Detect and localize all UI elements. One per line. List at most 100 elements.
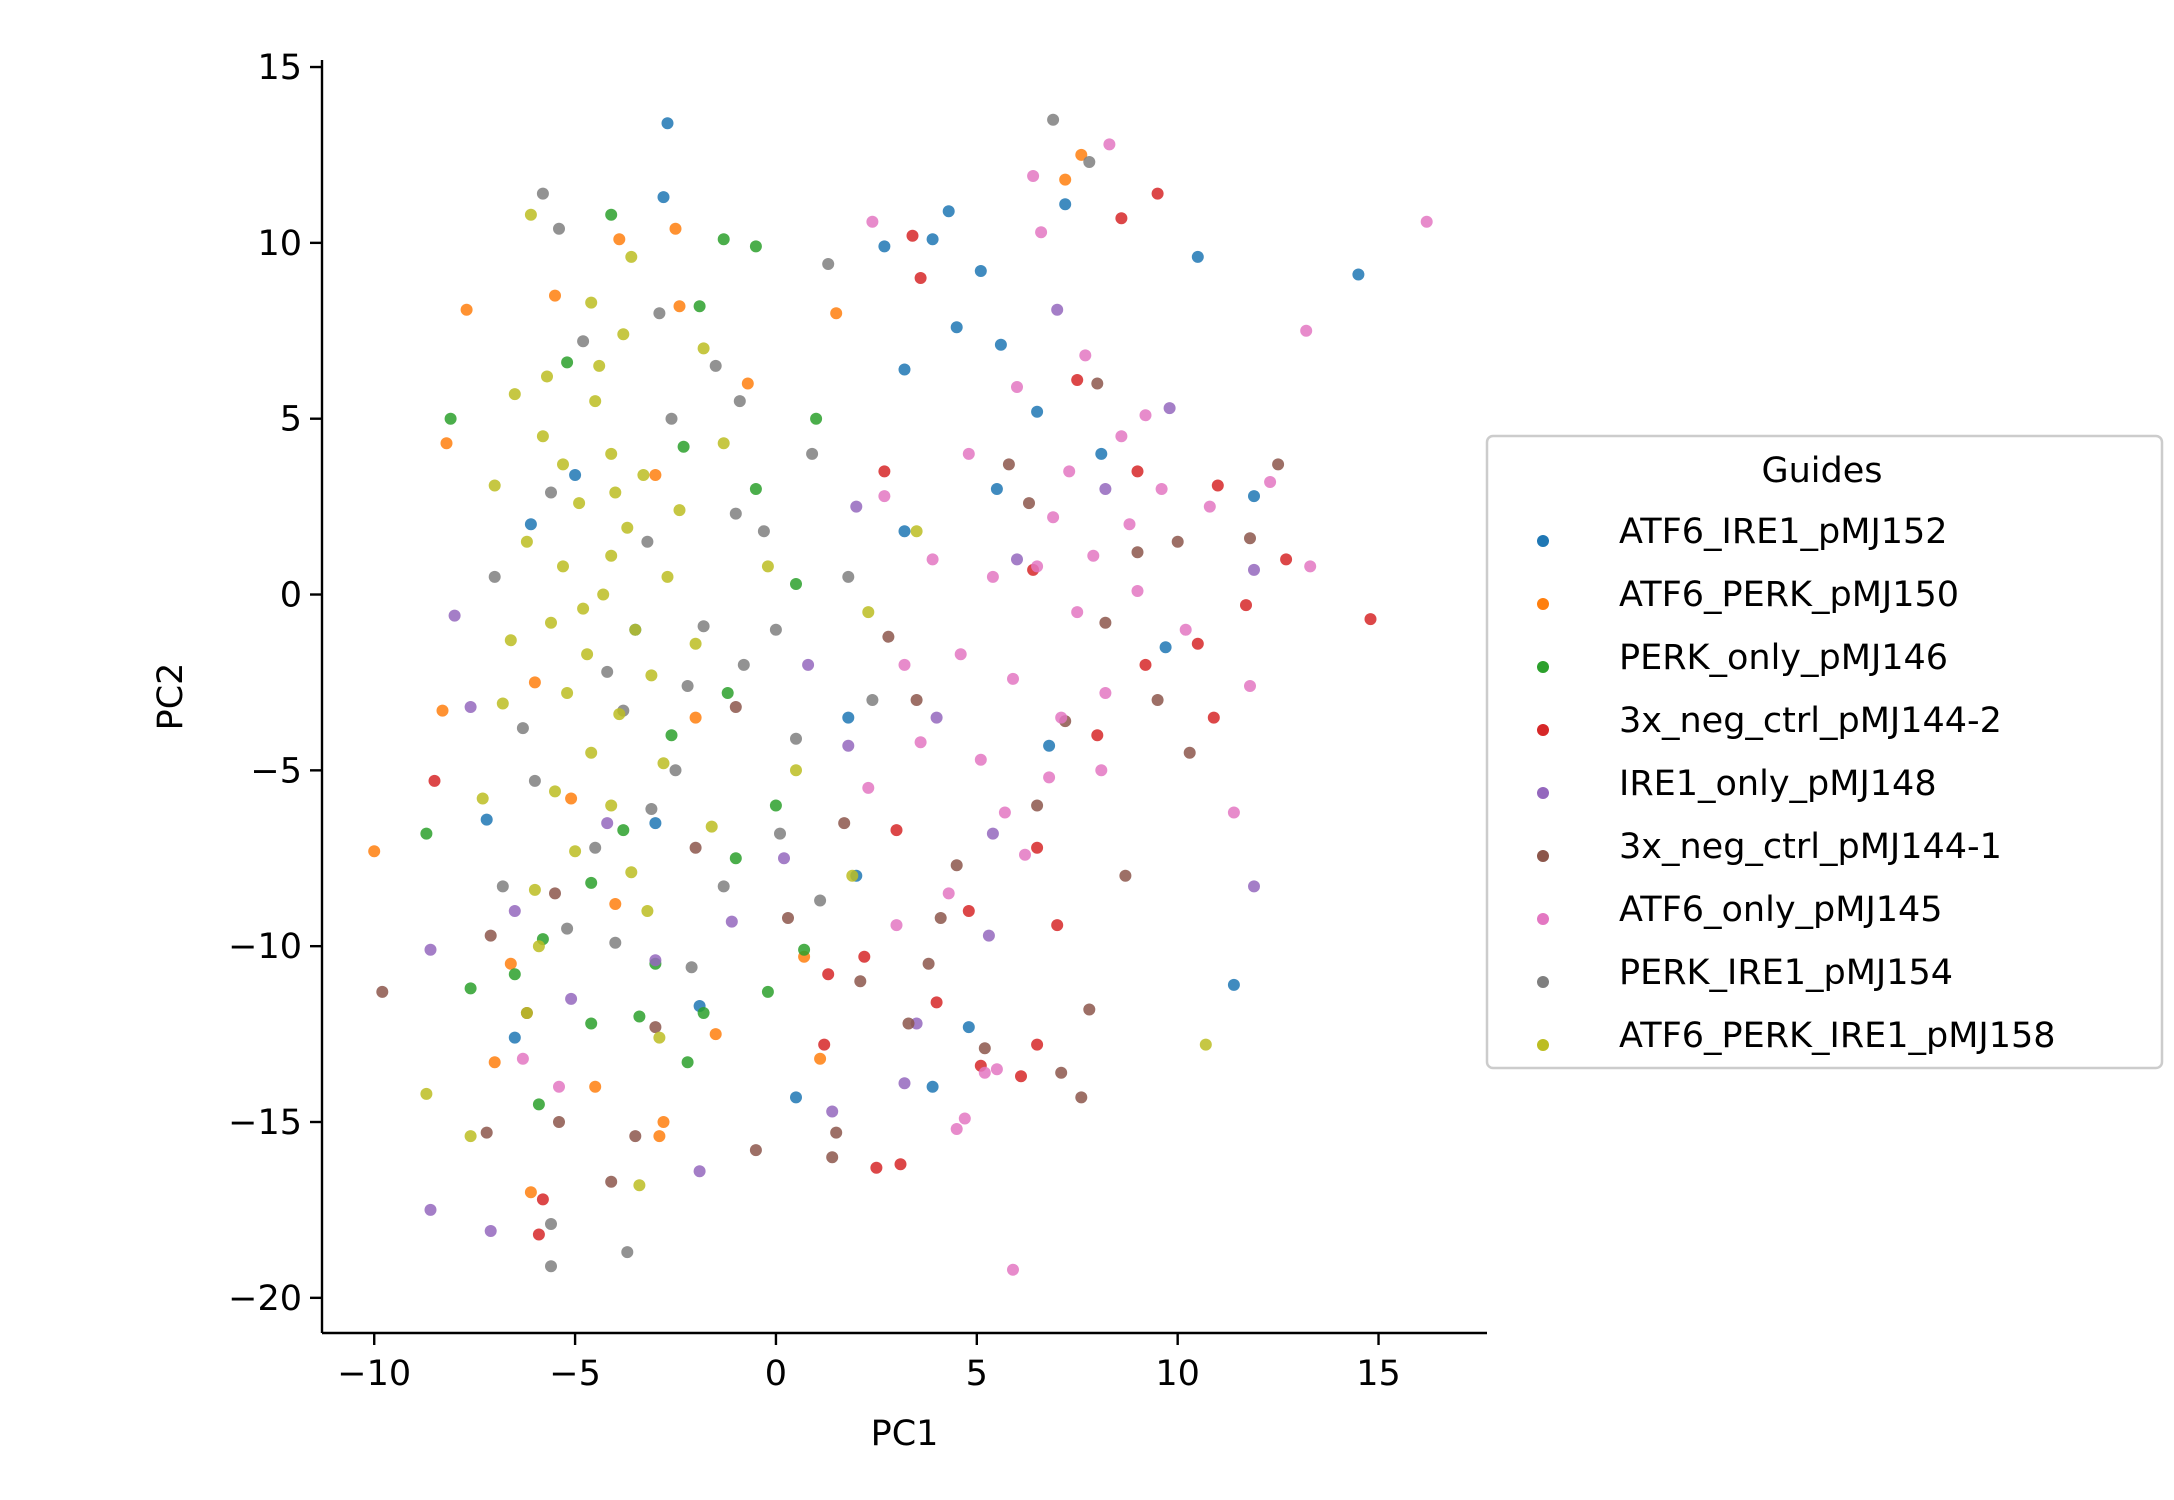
x-tick-label: 5 — [966, 1354, 988, 1394]
data-point — [1155, 483, 1168, 495]
data-point — [818, 1038, 831, 1051]
data-point — [545, 486, 557, 499]
data-point — [553, 1080, 565, 1093]
data-point — [962, 447, 975, 460]
data-point — [778, 852, 790, 865]
data-point — [545, 1260, 557, 1273]
legend-items: ATF6_IRE1_pMJ152 ATF6_PERK_pMJ150 PERK_onl… — [1537, 512, 2056, 1056]
x-axis-label: PC1 — [871, 1414, 939, 1454]
data-point — [480, 813, 493, 826]
data-point — [693, 1165, 706, 1178]
data-point — [926, 1080, 939, 1093]
data-point — [890, 824, 903, 837]
data-point — [729, 701, 742, 713]
data-point — [545, 616, 557, 629]
legend-marker — [1537, 976, 1549, 988]
data-point — [649, 954, 662, 967]
data-point — [504, 634, 517, 647]
data-point — [1179, 623, 1192, 636]
data-point — [761, 985, 774, 998]
data-point — [782, 912, 794, 924]
data-point — [914, 272, 927, 284]
data-point — [1031, 560, 1044, 573]
y-tick-label: −15 — [228, 1103, 302, 1143]
data-point — [613, 708, 626, 721]
data-point — [693, 300, 706, 313]
data-point — [986, 570, 999, 583]
data-point — [1211, 479, 1224, 492]
data-point — [854, 975, 867, 988]
data-point — [464, 701, 477, 713]
data-point — [962, 905, 975, 917]
data-point — [569, 469, 582, 481]
data-point — [649, 1021, 662, 1034]
data-point — [376, 985, 389, 998]
data-point — [561, 687, 574, 699]
y-tick-label: 10 — [257, 224, 302, 264]
data-point — [617, 824, 630, 837]
legend: Guides ATF6_IRE1_pMJ152 ATF6_PERK_pMJ150 P… — [1485, 434, 2164, 1070]
data-point — [894, 1158, 907, 1171]
data-point — [436, 704, 449, 717]
data-point — [681, 680, 694, 692]
data-point — [1007, 1263, 1019, 1276]
data-point — [460, 303, 473, 316]
data-point — [737, 658, 750, 671]
data-point — [484, 1225, 497, 1237]
data-point — [1151, 694, 1164, 706]
data-point — [528, 883, 541, 896]
data-point — [609, 898, 622, 910]
data-point — [577, 335, 590, 348]
x-tick-label: −5 — [549, 1354, 601, 1394]
data-point — [902, 1017, 915, 1030]
data-point — [962, 1021, 975, 1034]
data-point — [733, 395, 746, 408]
data-point — [633, 1010, 646, 1023]
data-point — [597, 588, 610, 601]
data-point — [709, 359, 722, 372]
data-point — [1131, 465, 1144, 478]
data-point — [1207, 711, 1220, 724]
data-point — [930, 711, 943, 724]
data-point — [1420, 215, 1433, 228]
data-point — [641, 535, 654, 548]
data-point — [790, 1091, 802, 1104]
data-point — [729, 852, 742, 865]
data-point — [790, 578, 802, 590]
data-point — [625, 250, 638, 263]
data-point — [661, 570, 674, 583]
data-point — [1031, 1038, 1044, 1051]
data-point — [609, 936, 622, 949]
data-point — [1095, 447, 1108, 460]
data-point — [545, 1218, 557, 1230]
legend-item: PERK_IRE1_pMJ154 — [1537, 953, 1953, 993]
data-point — [1115, 212, 1128, 225]
data-point — [1123, 518, 1136, 531]
legend-marker — [1537, 598, 1549, 610]
data-point — [958, 1112, 971, 1125]
data-point — [1059, 198, 1072, 211]
legend-item: PERK_only_pMJ146 — [1537, 638, 1948, 678]
data-point — [508, 388, 521, 401]
data-point — [516, 1052, 529, 1065]
data-point — [553, 1116, 565, 1128]
data-point — [532, 940, 545, 953]
data-point — [1191, 250, 1204, 263]
data-point — [1023, 497, 1035, 510]
data-point — [862, 781, 875, 794]
y-ticks: −20 −15 −10 −5 0 5 10 15 — [228, 48, 322, 1319]
data-point — [729, 507, 742, 520]
data-point — [1079, 349, 1092, 362]
data-point — [577, 602, 590, 615]
data-point — [605, 799, 618, 812]
x-tick-label: 15 — [1356, 1354, 1401, 1394]
legend-label: ATF6_IRE1_pMJ152 — [1619, 512, 1948, 552]
legend-marker — [1537, 724, 1549, 736]
data-point — [998, 806, 1011, 819]
data-point — [717, 880, 730, 893]
legend-marker — [1537, 913, 1549, 925]
data-point — [1047, 113, 1060, 126]
data-point — [464, 982, 477, 995]
data-point — [1264, 476, 1277, 488]
data-point — [673, 504, 686, 517]
